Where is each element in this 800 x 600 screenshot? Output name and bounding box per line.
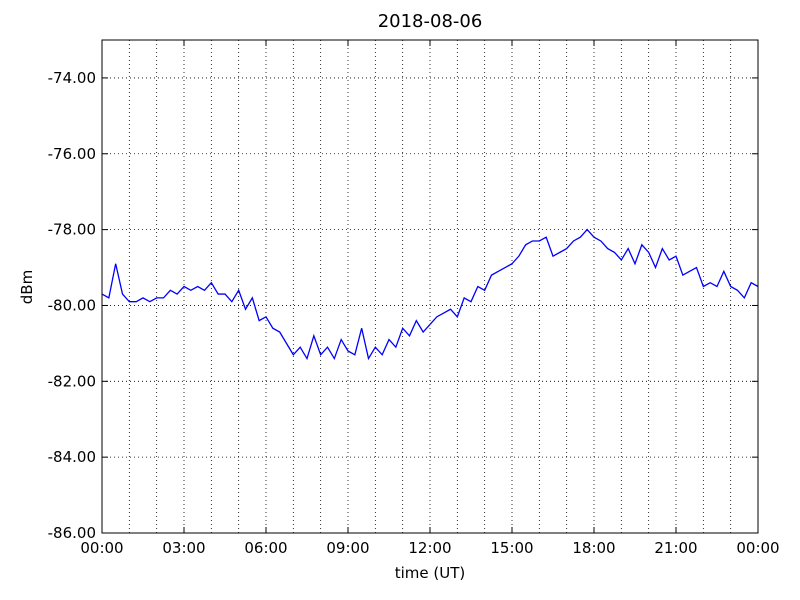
x-axis-label: time (UT) <box>395 564 466 582</box>
y-tick-label: -84.00 <box>48 448 96 466</box>
x-tick-label: 03:00 <box>162 539 205 557</box>
x-tick-label: 15:00 <box>490 539 533 557</box>
y-tick-label: -76.00 <box>48 145 96 163</box>
x-tick-label: 00:00 <box>80 539 123 557</box>
data-line <box>101 228 759 361</box>
x-tick-label: 00:00 <box>736 539 779 557</box>
x-tick-label: 21:00 <box>654 539 697 557</box>
plot-frame <box>101 39 759 534</box>
x-tick-label: 12:00 <box>408 539 451 557</box>
x-tick-label: 09:00 <box>326 539 369 557</box>
x-tick-label: 18:00 <box>572 539 615 557</box>
y-axis-label: dBm <box>18 270 36 304</box>
y-tick-label: -82.00 <box>48 372 96 390</box>
y-tick-label: -78.00 <box>48 221 96 239</box>
x-tick-label: 06:00 <box>244 539 287 557</box>
y-tick-label: -74.00 <box>48 69 96 87</box>
chart-title: 2018-08-06 <box>378 11 483 32</box>
y-tick-label: -80.00 <box>48 296 96 314</box>
y-tick-label: -86.00 <box>48 524 96 542</box>
